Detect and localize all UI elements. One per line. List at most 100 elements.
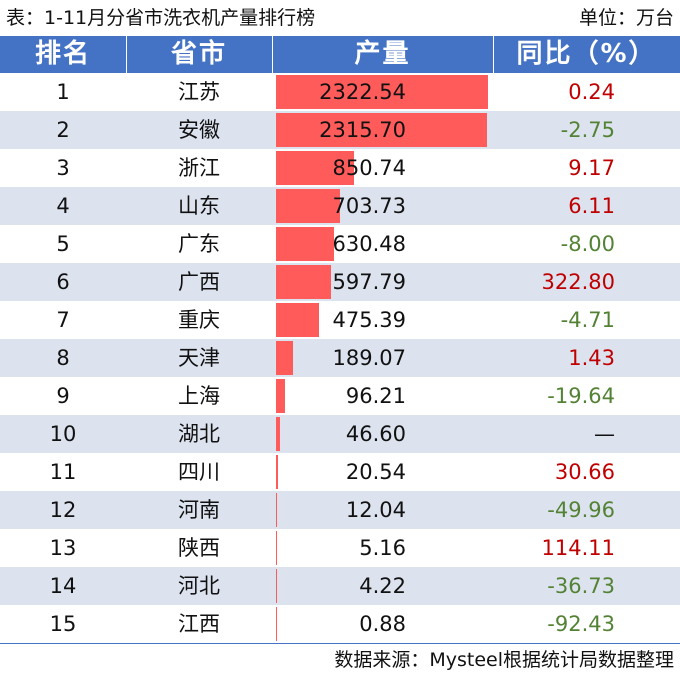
province-cell: 上海 bbox=[178, 384, 220, 408]
rank-cell: 13 bbox=[49, 536, 77, 560]
rank-cell: 3 bbox=[56, 156, 70, 180]
yoy-value: -4.71 bbox=[560, 308, 615, 332]
production-value: 475.39 bbox=[332, 308, 406, 332]
data-source: 数据来源：Mysteel根据统计局数据整理 bbox=[334, 649, 674, 671]
production-bar bbox=[276, 493, 278, 527]
rank-cell: 4 bbox=[56, 194, 70, 218]
production-bar bbox=[276, 189, 341, 223]
production-value: 2315.70 bbox=[319, 118, 406, 142]
table-row: 12 河南 12.04 -49.96 bbox=[0, 491, 680, 529]
table-row: 8 天津 189.07 1.43 bbox=[0, 339, 680, 377]
yoy-value: -19.64 bbox=[547, 384, 615, 408]
table-row: 5 广东 630.48 -8.00 bbox=[0, 225, 680, 263]
rank-cell: 1 bbox=[56, 80, 70, 104]
production-bar bbox=[276, 607, 277, 641]
table-row: 7 重庆 475.39 -4.71 bbox=[0, 301, 680, 339]
production-value: 0.88 bbox=[359, 612, 406, 636]
province-cell: 天津 bbox=[178, 346, 220, 370]
rank-cell: 11 bbox=[49, 460, 77, 484]
header-yoy: 同比（%） bbox=[516, 39, 657, 69]
yoy-value: — bbox=[594, 422, 615, 446]
province-cell: 江苏 bbox=[178, 80, 220, 104]
yoy-value: -8.00 bbox=[560, 232, 615, 256]
table-header: 排名 省市 产量 同比（%） bbox=[0, 36, 680, 73]
production-bar bbox=[276, 569, 277, 603]
production-value: 850.74 bbox=[332, 156, 406, 180]
table-title: 表：1-11月分省市洗衣机产量排行榜 bbox=[6, 7, 316, 29]
production-bar bbox=[276, 151, 354, 185]
rank-cell: 15 bbox=[49, 612, 77, 636]
rank-cell: 7 bbox=[56, 308, 70, 332]
production-value: 189.07 bbox=[332, 346, 406, 370]
header-province: 省市 bbox=[170, 39, 227, 69]
rank-cell: 6 bbox=[56, 270, 70, 294]
table-row: 6 广西 597.79 322.80 bbox=[0, 263, 680, 301]
production-bar bbox=[276, 265, 331, 299]
yoy-value: 30.66 bbox=[554, 460, 615, 484]
rank-cell: 5 bbox=[56, 232, 70, 256]
yoy-value: 6.11 bbox=[568, 194, 615, 218]
production-bar bbox=[276, 303, 320, 337]
production-value: 46.60 bbox=[345, 422, 406, 446]
province-cell: 山东 bbox=[178, 194, 220, 218]
header-production: 产量 bbox=[354, 39, 411, 69]
production-bar bbox=[276, 341, 294, 375]
province-cell: 湖北 bbox=[178, 422, 220, 446]
yoy-value: 114.11 bbox=[541, 536, 615, 560]
production-bar bbox=[276, 75, 488, 109]
yoy-value: -36.73 bbox=[547, 574, 615, 598]
rank-cell: 12 bbox=[49, 498, 77, 522]
production-value: 12.04 bbox=[345, 498, 406, 522]
production-value: 630.48 bbox=[332, 232, 406, 256]
production-bar bbox=[276, 417, 281, 451]
header-rank: 排名 bbox=[34, 39, 91, 69]
province-cell: 广东 bbox=[178, 232, 220, 256]
production-bar bbox=[276, 113, 488, 147]
province-cell: 陕西 bbox=[178, 536, 220, 560]
production-value: 5.16 bbox=[359, 536, 406, 560]
province-cell: 安徽 bbox=[178, 118, 220, 142]
production-value: 703.73 bbox=[332, 194, 406, 218]
rank-cell: 8 bbox=[56, 346, 70, 370]
table-row: 13 陕西 5.16 114.11 bbox=[0, 529, 680, 567]
province-cell: 浙江 bbox=[178, 156, 220, 180]
title-row: 表：1-11月分省市洗衣机产量排行榜 单位：万台 bbox=[0, 0, 680, 36]
yoy-value: -92.43 bbox=[547, 612, 615, 636]
header-divider bbox=[126, 36, 127, 73]
table-row: 15 江西 0.88 -92.43 bbox=[0, 605, 680, 643]
province-cell: 四川 bbox=[178, 460, 220, 484]
rank-cell: 10 bbox=[49, 422, 77, 446]
table-row: 3 浙江 850.74 9.17 bbox=[0, 149, 680, 187]
header-divider bbox=[493, 36, 494, 73]
province-cell: 重庆 bbox=[178, 308, 220, 332]
production-bar bbox=[276, 531, 277, 565]
table-row: 11 四川 20.54 30.66 bbox=[0, 453, 680, 491]
rank-cell: 14 bbox=[49, 574, 77, 598]
production-value: 96.21 bbox=[345, 384, 406, 408]
province-cell: 河南 bbox=[178, 498, 220, 522]
yoy-value: 322.80 bbox=[541, 270, 615, 294]
production-value: 597.79 bbox=[332, 270, 406, 294]
production-value: 4.22 bbox=[359, 574, 406, 598]
table-row: 2 安徽 2315.70 -2.75 bbox=[0, 111, 680, 149]
production-value: 2322.54 bbox=[319, 80, 406, 104]
yoy-value: 9.17 bbox=[568, 156, 615, 180]
rank-cell: 9 bbox=[56, 384, 70, 408]
production-bar bbox=[276, 379, 285, 413]
table-row: 1 江苏 2322.54 0.24 bbox=[0, 73, 680, 111]
table-row: 4 山东 703.73 6.11 bbox=[0, 187, 680, 225]
table-row: 10 湖北 46.60 — bbox=[0, 415, 680, 453]
footer: 数据来源：Mysteel根据统计局数据整理 bbox=[0, 643, 680, 678]
yoy-value: 0.24 bbox=[568, 80, 615, 104]
province-cell: 广西 bbox=[178, 270, 220, 294]
province-cell: 河北 bbox=[178, 574, 220, 598]
yoy-value: 1.43 bbox=[568, 346, 615, 370]
table-row: 14 河北 4.22 -36.73 bbox=[0, 567, 680, 605]
unit-label: 单位：万台 bbox=[578, 7, 674, 29]
table-row: 9 上海 96.21 -19.64 bbox=[0, 377, 680, 415]
production-bar bbox=[276, 227, 334, 261]
production-bar bbox=[276, 455, 278, 489]
yoy-value: -2.75 bbox=[560, 118, 615, 142]
rank-cell: 2 bbox=[56, 118, 70, 142]
yoy-value: -49.96 bbox=[547, 498, 615, 522]
